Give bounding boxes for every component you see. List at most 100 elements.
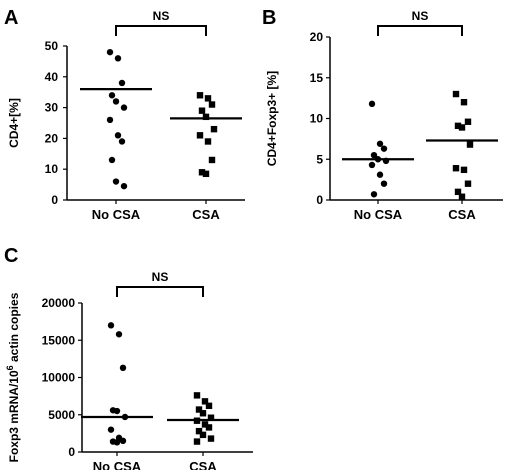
data-point-square [460, 166, 468, 174]
data-point-circle [112, 98, 120, 105]
y-axis-title: Foxp3 mRNA/106 actin copies [5, 292, 21, 462]
data-point-square [195, 427, 203, 435]
data-point-circle [118, 79, 126, 87]
y-tick-label: 20 [45, 131, 59, 145]
y-tick-label: 50 [45, 39, 59, 53]
data-point-square [452, 90, 460, 98]
data-point-square [205, 424, 213, 431]
y-tick-label: 0 [316, 193, 323, 207]
data-point-square [208, 101, 216, 108]
y-tick-label: 0 [51, 193, 58, 207]
data-point-square [210, 125, 218, 133]
data-point-square [198, 107, 206, 114]
panel-letter: A [4, 7, 18, 29]
y-axis-title: CD4+[%] [7, 98, 21, 148]
y-tick-label: 10 [45, 162, 59, 176]
data-point-circle [108, 156, 116, 164]
panel-b: B 0 5 10 15 20 No CSA CSA CD4+Foxp3+ [%] NS [262, 7, 503, 222]
y-tick-label: 15000 [42, 333, 76, 347]
data-point-square [196, 132, 204, 139]
data-point-circle [380, 180, 388, 187]
data-point-circle [115, 331, 123, 338]
data-point-circle [370, 191, 378, 198]
data-point-circle [108, 92, 116, 99]
x-category-label: No CSA [354, 207, 403, 222]
significance-label: NS [152, 270, 169, 284]
data-point-square [460, 99, 468, 106]
data-point-circle [368, 161, 376, 169]
data-point-square [195, 406, 203, 413]
y-axis-title-part: 6 [5, 365, 15, 370]
y-tick-label: 20000 [42, 296, 76, 310]
y-axis-title-part: actin copies [7, 292, 21, 365]
y-tick-label: 0 [68, 445, 75, 459]
data-point-circle [376, 140, 384, 147]
x-category-label: CSA [192, 207, 220, 222]
series-csa [426, 90, 498, 200]
data-point-square [196, 92, 204, 99]
x-category-label: CSA [448, 207, 476, 222]
data-point-circle [380, 145, 388, 152]
data-point-square [458, 124, 466, 131]
data-point-square [207, 435, 215, 442]
series-no-csa [81, 322, 153, 446]
panel-letter: B [262, 7, 276, 29]
y-tick-label: 15 [310, 71, 324, 85]
x-category-label: CSA [189, 459, 217, 470]
data-point-square [464, 118, 472, 125]
data-point-circle [113, 407, 121, 415]
data-point-square [202, 170, 210, 178]
data-point-circle [120, 104, 128, 111]
significance-bracket [116, 286, 204, 297]
data-point-square [193, 438, 201, 445]
y-axis-title-part: 10 [7, 370, 21, 384]
panel-letter: C [4, 245, 18, 267]
significance-bracket [115, 25, 207, 36]
series-csa [167, 392, 239, 445]
data-point-square [201, 398, 209, 405]
y-axis-title: CD4+Foxp3+ [%] [265, 71, 279, 166]
data-point-square [454, 188, 462, 196]
series-csa [170, 92, 242, 178]
data-point-square [464, 180, 472, 187]
data-point-square [199, 431, 207, 439]
data-point-square [466, 141, 474, 148]
data-point-square [198, 169, 206, 176]
y-tick-label: 40 [45, 70, 59, 84]
y-tick-label: 30 [45, 101, 59, 115]
panel-a: A 0 10 20 30 40 50 No CSA CSA CD4+[%] NS [4, 7, 245, 222]
data-point-circle [106, 48, 114, 56]
data-point-circle [114, 55, 122, 62]
data-point-square [199, 410, 207, 417]
data-point-square [204, 138, 212, 145]
data-point-square [201, 421, 209, 428]
data-point-circle [112, 178, 120, 185]
data-point-circle [107, 322, 115, 329]
x-category-label: No CSA [93, 459, 142, 470]
y-tick-label: 10000 [42, 371, 76, 385]
x-category-label: No CSA [92, 207, 141, 222]
panel-c: C 0 5000 10000 15000 20000 No CSA CSA Foxp3 mRNA… [4, 245, 253, 470]
y-tick-label: 20 [310, 30, 324, 44]
data-point-circle [120, 182, 128, 190]
data-point-square [207, 414, 215, 421]
series-no-csa [80, 48, 152, 190]
significance-label: NS [412, 9, 429, 23]
data-point-circle [118, 138, 126, 145]
data-point-circle [376, 171, 384, 178]
y-tick-label: 5 [316, 152, 323, 166]
y-tick-label: 10 [310, 112, 324, 126]
data-point-square [193, 392, 201, 399]
data-point-circle [368, 100, 376, 108]
data-point-circle [119, 364, 127, 372]
data-point-square [205, 402, 213, 410]
data-point-circle [113, 439, 121, 446]
significance-label: NS [153, 9, 170, 23]
data-point-square [454, 122, 462, 130]
data-point-square [204, 95, 212, 102]
significance-bracket [377, 25, 463, 36]
data-point-circle [114, 132, 122, 139]
data-point-circle [119, 437, 127, 445]
y-tick-label: 5000 [48, 408, 75, 422]
